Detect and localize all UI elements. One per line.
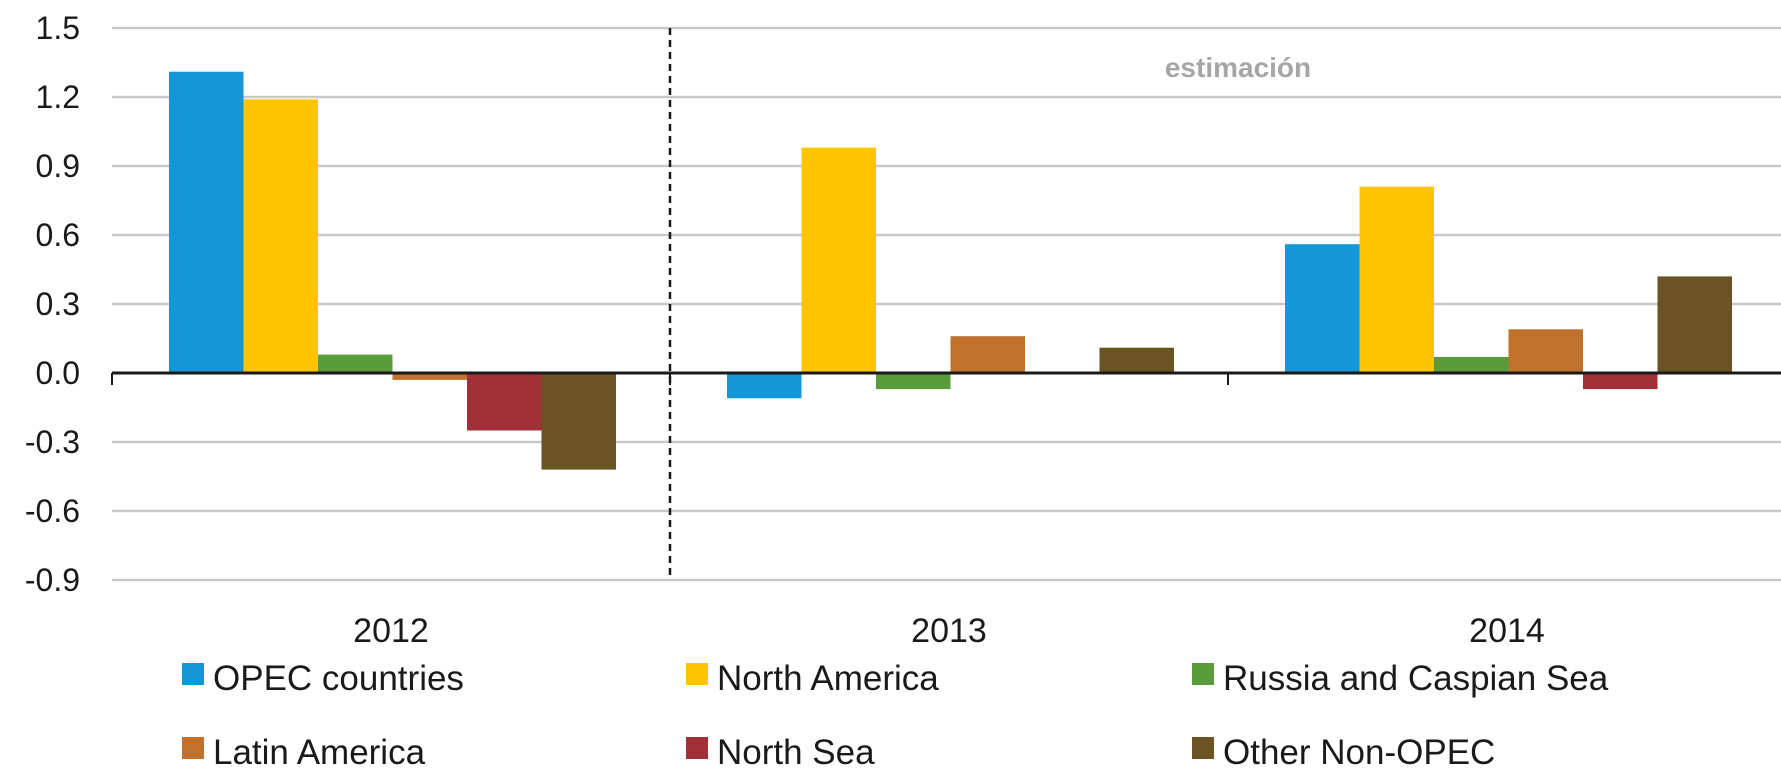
gridlines: [112, 26, 1781, 582]
bar: [801, 147, 876, 373]
bar: [1285, 244, 1360, 373]
bars: [169, 71, 1732, 470]
y-tick-label: 1.5: [36, 10, 80, 46]
y-tick-label: -0.3: [25, 424, 80, 460]
legend-item: North Sea: [686, 733, 875, 772]
y-tick-label: 0.0: [36, 355, 80, 391]
bar: [467, 373, 542, 431]
bar: [318, 354, 393, 373]
bar: [1099, 347, 1174, 373]
bar: [876, 373, 951, 390]
y-tick-label: -0.9: [25, 562, 80, 598]
bar: [1657, 276, 1732, 373]
legend-item: Russia and Caspian Sea: [1192, 659, 1609, 698]
legend-label: North America: [717, 659, 939, 698]
bar: [541, 373, 616, 470]
legend-swatch: [182, 663, 204, 685]
legend: OPEC countries North America Russia and Ca…: [182, 659, 1609, 772]
category-labels: 2012 2013 2014: [353, 612, 1545, 650]
bar: [169, 71, 244, 373]
bar: [1434, 356, 1509, 373]
y-tick-label: -0.6: [25, 493, 80, 529]
legend-swatch: [1192, 737, 1214, 759]
legend-swatch: [182, 737, 204, 759]
legend-label: North Sea: [717, 733, 875, 772]
y-tick-label: 0.9: [36, 148, 80, 184]
legend-label: Other Non-OPEC: [1223, 733, 1495, 772]
legend-item: North America: [686, 659, 939, 698]
estimate-annotation: estimación: [1165, 52, 1311, 83]
legend-swatch: [1192, 663, 1214, 685]
bar: [392, 373, 467, 380]
y-axis-tick-labels: 1.5 1.2 0.9 0.6 0.3 0.0 -0.3 -0.6 -0.9: [25, 10, 80, 598]
category-label: 2013: [911, 612, 987, 650]
legend-item: Latin America: [182, 733, 426, 772]
y-tick-label: 0.6: [36, 217, 80, 253]
category-label: 2014: [1469, 612, 1545, 650]
legend-item: Other Non-OPEC: [1192, 733, 1495, 772]
bar: [1583, 373, 1658, 390]
bar: [950, 336, 1025, 373]
legend-label: OPEC countries: [213, 659, 464, 698]
legend-label: Latin America: [213, 733, 426, 772]
y-tick-label: 0.3: [36, 286, 80, 322]
bar: [243, 99, 318, 374]
bar: [1359, 186, 1434, 373]
legend-label: Russia and Caspian Sea: [1223, 659, 1609, 698]
category-label: 2012: [353, 612, 429, 650]
legend-item: OPEC countries: [182, 659, 464, 698]
bar: [1508, 329, 1583, 373]
bar: [727, 373, 802, 399]
y-tick-label: 1.2: [36, 79, 80, 115]
legend-swatch: [686, 737, 708, 759]
legend-swatch: [686, 663, 708, 685]
